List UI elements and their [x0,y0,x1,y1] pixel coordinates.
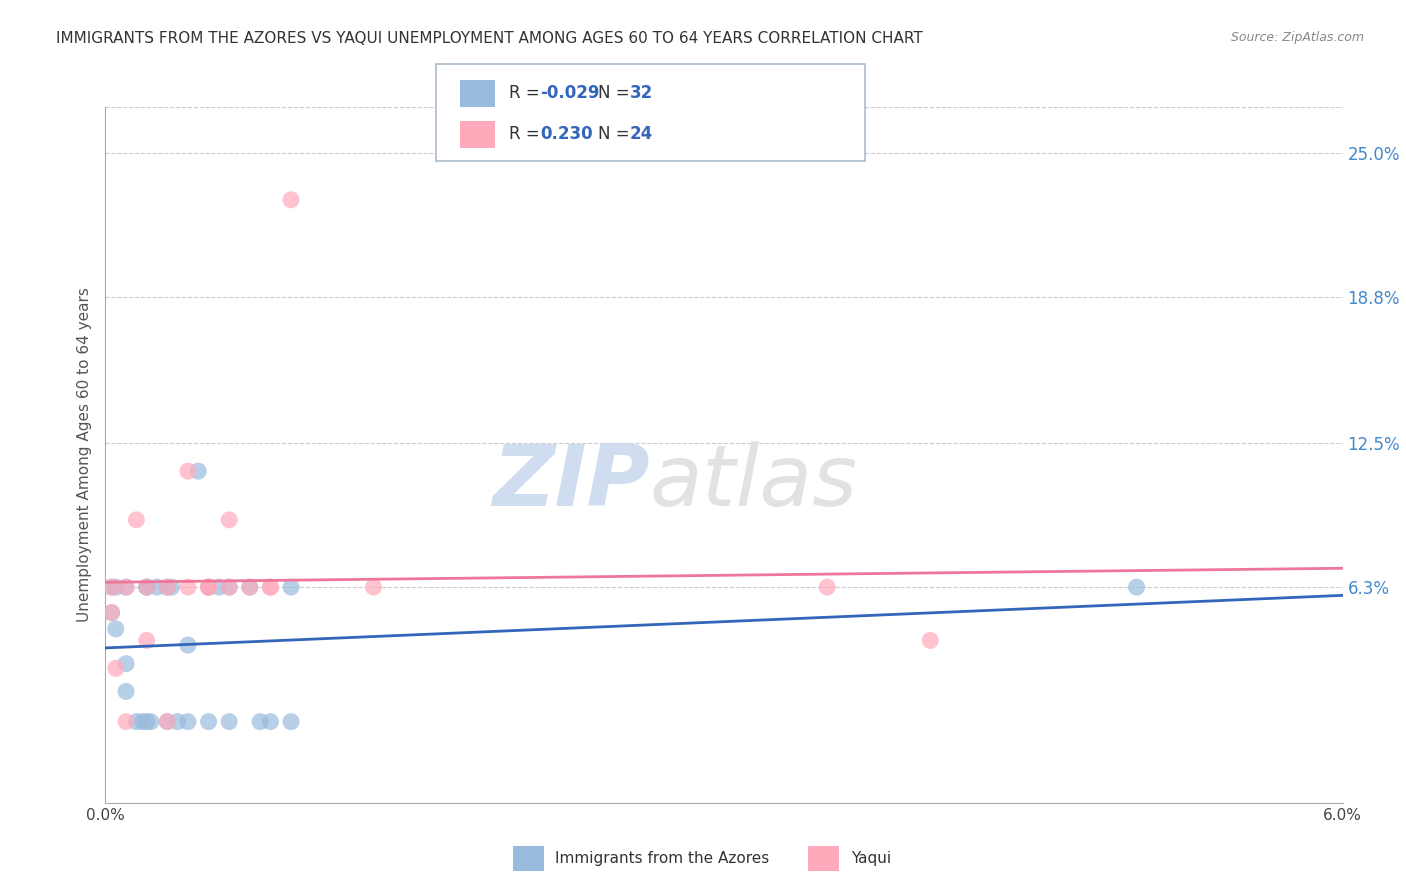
Point [280,714,302,729]
Text: Immigrants from the Azores: Immigrants from the Azores [555,851,769,865]
Point [115,714,138,729]
Point [218,714,240,729]
Point [239,580,262,594]
Point [166,714,188,729]
Point [218,580,240,594]
Point [197,714,219,729]
Text: R =: R = [509,125,546,144]
Point [156,714,179,729]
Point [104,661,127,675]
Y-axis label: Unemployment Among Ages 60 to 64 years: Unemployment Among Ages 60 to 64 years [76,287,91,623]
Point [920,633,942,648]
Point [156,580,179,594]
Point [177,714,200,729]
Point [100,606,122,620]
Point [815,580,838,594]
Point [197,580,219,594]
Point [187,464,209,478]
Point [135,714,157,729]
Point [135,580,157,594]
Point [156,714,179,729]
Text: 0.230: 0.230 [540,125,592,144]
Point [115,657,138,671]
Point [131,714,153,729]
Point [197,580,219,594]
Point [139,714,162,729]
Point [239,580,262,594]
Point [177,464,200,478]
Point [218,513,240,527]
Point [197,580,219,594]
Point [100,606,122,620]
Point [100,580,122,594]
Point [160,580,183,594]
Point [280,193,302,207]
Point [125,714,148,729]
Point [259,714,281,729]
Point [259,580,281,594]
Point [135,580,157,594]
Text: ZIP: ZIP [492,442,650,524]
Text: Source: ZipAtlas.com: Source: ZipAtlas.com [1230,31,1364,45]
Point [115,684,138,698]
Text: R =: R = [509,84,546,103]
Point [104,580,127,594]
Point [156,580,179,594]
Text: -0.029: -0.029 [540,84,599,103]
Point [104,622,127,636]
Point [259,580,281,594]
Text: IMMIGRANTS FROM THE AZORES VS YAQUI UNEMPLOYMENT AMONG AGES 60 TO 64 YEARS CORRE: IMMIGRANTS FROM THE AZORES VS YAQUI UNEM… [56,31,922,46]
Point [146,580,169,594]
Point [218,580,240,594]
Point [135,580,157,594]
Point [177,638,200,652]
Text: Yaqui: Yaqui [851,851,891,865]
Point [1125,580,1147,594]
Text: 24: 24 [630,125,654,144]
Point [115,580,138,594]
Point [208,580,231,594]
Text: 32: 32 [630,84,654,103]
Point [177,580,200,594]
Point [100,580,122,594]
Point [135,633,157,648]
Point [249,714,271,729]
Text: N =: N = [598,84,634,103]
Point [125,513,148,527]
Text: N =: N = [598,125,634,144]
Text: atlas: atlas [650,442,858,524]
Point [197,580,219,594]
Point [115,580,138,594]
Point [280,580,302,594]
Point [363,580,385,594]
